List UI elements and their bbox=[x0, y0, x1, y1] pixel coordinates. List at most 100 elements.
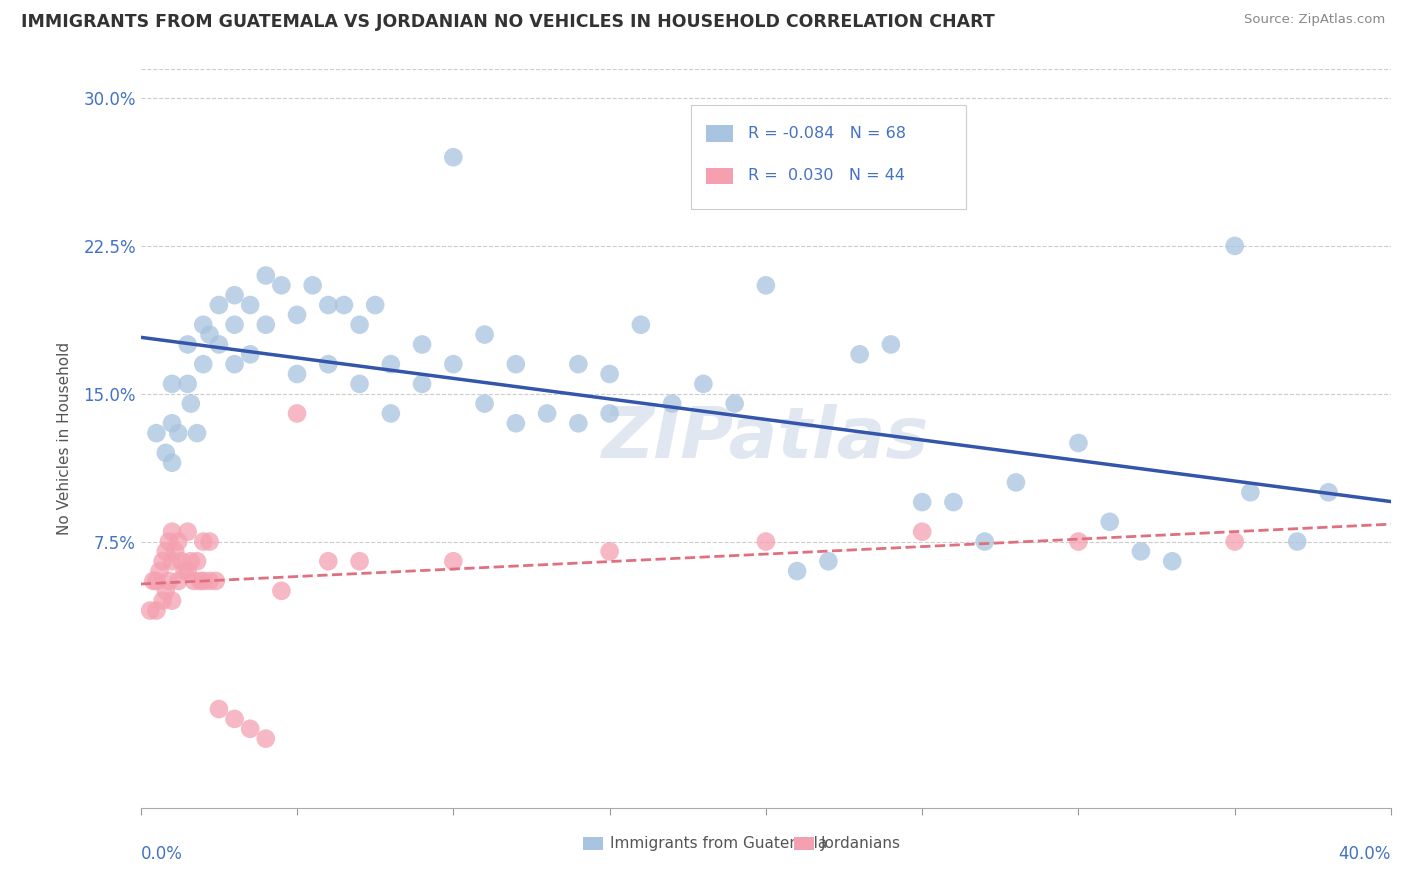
Point bbox=[723, 396, 745, 410]
Point bbox=[474, 396, 496, 410]
Point bbox=[145, 574, 167, 588]
FancyBboxPatch shape bbox=[690, 105, 966, 209]
Point bbox=[1129, 544, 1152, 558]
Point bbox=[152, 593, 174, 607]
Point bbox=[239, 722, 262, 736]
Point bbox=[208, 702, 231, 716]
Point bbox=[193, 318, 215, 332]
Point bbox=[285, 308, 308, 322]
Point bbox=[160, 376, 183, 391]
Point bbox=[224, 712, 246, 726]
Point bbox=[224, 318, 246, 332]
Point bbox=[441, 150, 464, 164]
Point bbox=[155, 544, 177, 558]
Point bbox=[567, 357, 589, 371]
Point bbox=[942, 495, 965, 509]
Point bbox=[973, 534, 995, 549]
Point bbox=[188, 574, 211, 588]
Point bbox=[208, 337, 231, 351]
Point bbox=[193, 534, 215, 549]
Point bbox=[254, 318, 277, 332]
Point bbox=[239, 347, 262, 361]
Point bbox=[1223, 239, 1246, 253]
Point bbox=[173, 564, 195, 578]
Point bbox=[567, 417, 589, 431]
Point bbox=[1161, 554, 1184, 568]
Point bbox=[318, 357, 340, 371]
Text: IMMIGRANTS FROM GUATEMALA VS JORDANIAN NO VEHICLES IN HOUSEHOLD CORRELATION CHAR: IMMIGRANTS FROM GUATEMALA VS JORDANIAN N… bbox=[21, 13, 995, 31]
Point bbox=[630, 318, 652, 332]
Point bbox=[349, 318, 371, 332]
Point bbox=[198, 534, 221, 549]
Point bbox=[1286, 534, 1309, 549]
Point bbox=[170, 554, 193, 568]
Point bbox=[318, 298, 340, 312]
Text: Jordanians: Jordanians bbox=[821, 836, 901, 851]
Point bbox=[1067, 436, 1090, 450]
Point bbox=[599, 406, 621, 420]
Point bbox=[254, 268, 277, 283]
Point bbox=[239, 298, 262, 312]
Text: 40.0%: 40.0% bbox=[1339, 845, 1391, 863]
Point bbox=[1223, 534, 1246, 549]
Point bbox=[1067, 534, 1090, 549]
Point bbox=[193, 574, 215, 588]
Point bbox=[254, 731, 277, 746]
Point bbox=[692, 376, 714, 391]
Point bbox=[198, 574, 221, 588]
Point bbox=[157, 574, 180, 588]
Point bbox=[505, 357, 527, 371]
Point bbox=[155, 446, 177, 460]
Point bbox=[349, 554, 371, 568]
Point bbox=[167, 574, 190, 588]
Point bbox=[349, 376, 371, 391]
Bar bbox=[706, 126, 734, 142]
Point bbox=[380, 357, 402, 371]
Point bbox=[505, 417, 527, 431]
Point bbox=[198, 327, 221, 342]
Point bbox=[1317, 485, 1340, 500]
Point bbox=[285, 367, 308, 381]
Point bbox=[157, 534, 180, 549]
Point bbox=[208, 298, 231, 312]
Point bbox=[167, 426, 190, 441]
Point bbox=[301, 278, 323, 293]
Point bbox=[160, 554, 183, 568]
Point bbox=[152, 554, 174, 568]
Text: 0.0%: 0.0% bbox=[141, 845, 183, 863]
Point bbox=[148, 564, 170, 578]
Point bbox=[661, 396, 683, 410]
Point bbox=[176, 524, 198, 539]
Point bbox=[911, 495, 934, 509]
Point bbox=[186, 554, 208, 568]
Point bbox=[536, 406, 558, 420]
Point bbox=[441, 357, 464, 371]
Point bbox=[139, 603, 162, 617]
Point bbox=[204, 574, 226, 588]
Point bbox=[160, 456, 183, 470]
Text: R = -0.084   N = 68: R = -0.084 N = 68 bbox=[748, 126, 907, 141]
Point bbox=[817, 554, 839, 568]
Point bbox=[183, 574, 205, 588]
Point bbox=[1098, 515, 1121, 529]
Point bbox=[176, 376, 198, 391]
Point bbox=[364, 298, 387, 312]
Point bbox=[1005, 475, 1028, 490]
Point bbox=[411, 376, 433, 391]
Point bbox=[848, 347, 870, 361]
Point bbox=[880, 337, 903, 351]
Point bbox=[176, 564, 198, 578]
Point bbox=[786, 564, 808, 578]
Point bbox=[318, 554, 340, 568]
Point bbox=[755, 278, 778, 293]
Point bbox=[755, 534, 778, 549]
Point bbox=[160, 417, 183, 431]
Point bbox=[285, 406, 308, 420]
Point bbox=[270, 583, 292, 598]
Point bbox=[224, 357, 246, 371]
Point bbox=[145, 603, 167, 617]
Point bbox=[180, 396, 202, 410]
Point bbox=[180, 554, 202, 568]
Point bbox=[145, 426, 167, 441]
Point bbox=[599, 367, 621, 381]
